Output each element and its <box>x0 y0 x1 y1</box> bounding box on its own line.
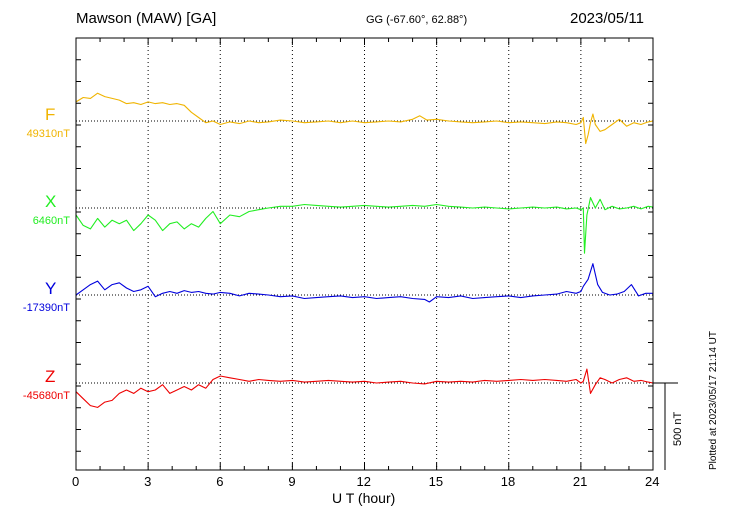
scale-bar <box>653 382 678 470</box>
plot-date: 2023/05/11 <box>570 10 644 27</box>
station-coordinates: GG (-67.60°, 62.88°) <box>366 14 468 26</box>
station-title: Mawson (MAW) [GA] <box>76 10 217 27</box>
axis-ticks <box>75 38 654 470</box>
series-baseline-Z: -45680nT <box>22 390 70 402</box>
x-axis-label: U T (hour) <box>332 490 396 506</box>
series-name-Z: Z <box>45 367 56 386</box>
series-name-Y: Y <box>45 279 57 298</box>
series-line-F <box>75 92 654 145</box>
x-tick-label-6: 6 <box>216 474 224 489</box>
plotted-timestamp: Plotted at 2023/05/17 21:14 UT <box>708 331 719 470</box>
grid-lines <box>147 38 582 470</box>
series-name-F: F <box>45 105 56 124</box>
series-baseline-X: 6460nT <box>32 215 70 227</box>
series-traces <box>75 92 654 408</box>
series-line-Z <box>75 368 654 408</box>
series-line-X <box>75 197 654 254</box>
x-tick-label-15: 15 <box>428 474 444 489</box>
x-tick-label-24: 24 <box>645 474 660 489</box>
x-tick-label-3: 3 <box>144 474 152 489</box>
x-tick-label-0: 0 <box>72 474 80 489</box>
scale-bar-label: 500 nT <box>672 411 684 446</box>
series-baseline-F: 49310nT <box>26 128 70 140</box>
series-line-Y <box>75 263 653 303</box>
series-name-X: X <box>45 192 57 211</box>
x-tick-label-9: 9 <box>288 474 296 489</box>
x-tick-label-18: 18 <box>500 474 516 489</box>
x-tick-label-12: 12 <box>356 474 371 489</box>
series-baseline-Y: -17390nT <box>22 302 70 314</box>
baseline-lines <box>76 120 653 384</box>
x-tick-label-21: 21 <box>572 474 588 489</box>
